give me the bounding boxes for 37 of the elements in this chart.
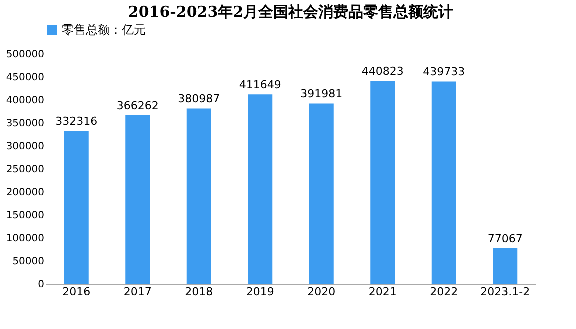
x-tick-label: 2016 bbox=[62, 286, 91, 298]
x-tick-label: 2020 bbox=[308, 286, 336, 298]
data-label: 440823 bbox=[362, 65, 404, 78]
bar bbox=[309, 104, 334, 284]
data-label: 439733 bbox=[423, 66, 466, 79]
bar bbox=[64, 131, 89, 284]
x-tick-label: 2022 bbox=[430, 286, 458, 298]
chart-title: 2016-2023年2月全国社会消费品零售总额统计 bbox=[128, 3, 454, 21]
y-tick-label: 50000 bbox=[12, 256, 44, 268]
x-tick-label: 2021 bbox=[368, 286, 397, 298]
y-tick-label: 300000 bbox=[6, 142, 44, 152]
data-label: 391981 bbox=[300, 88, 343, 101]
x-tick-label: 2018 bbox=[185, 286, 214, 298]
y-tick-label: 100000 bbox=[6, 234, 44, 244]
x-tick-label: 2017 bbox=[124, 286, 152, 298]
y-tick-label: 450000 bbox=[6, 72, 44, 84]
data-label: 380987 bbox=[178, 92, 220, 106]
data-label: 77067 bbox=[488, 232, 523, 246]
bar bbox=[370, 81, 396, 284]
y-tick-label: 200000 bbox=[6, 188, 44, 198]
data-label: 332316 bbox=[56, 115, 98, 128]
y-tick-label: 150000 bbox=[6, 210, 44, 222]
bar bbox=[248, 94, 273, 284]
y-tick-label: 500000 bbox=[6, 50, 44, 60]
data-label: 366262 bbox=[116, 100, 159, 113]
legend-label: 零售总额：亿元 bbox=[62, 23, 146, 37]
data-label: 411649 bbox=[239, 78, 282, 92]
y-tick-label: 0 bbox=[38, 280, 44, 290]
y-tick-label: 400000 bbox=[6, 96, 44, 106]
y-tick-label: 350000 bbox=[6, 118, 44, 130]
y-tick-label: 250000 bbox=[6, 164, 44, 176]
bar bbox=[186, 108, 212, 284]
x-tick-label: 2023.1-2 bbox=[480, 286, 530, 298]
bar bbox=[126, 116, 150, 284]
bar bbox=[493, 248, 518, 284]
x-tick-label: 2019 bbox=[246, 286, 274, 298]
bar bbox=[432, 82, 456, 284]
